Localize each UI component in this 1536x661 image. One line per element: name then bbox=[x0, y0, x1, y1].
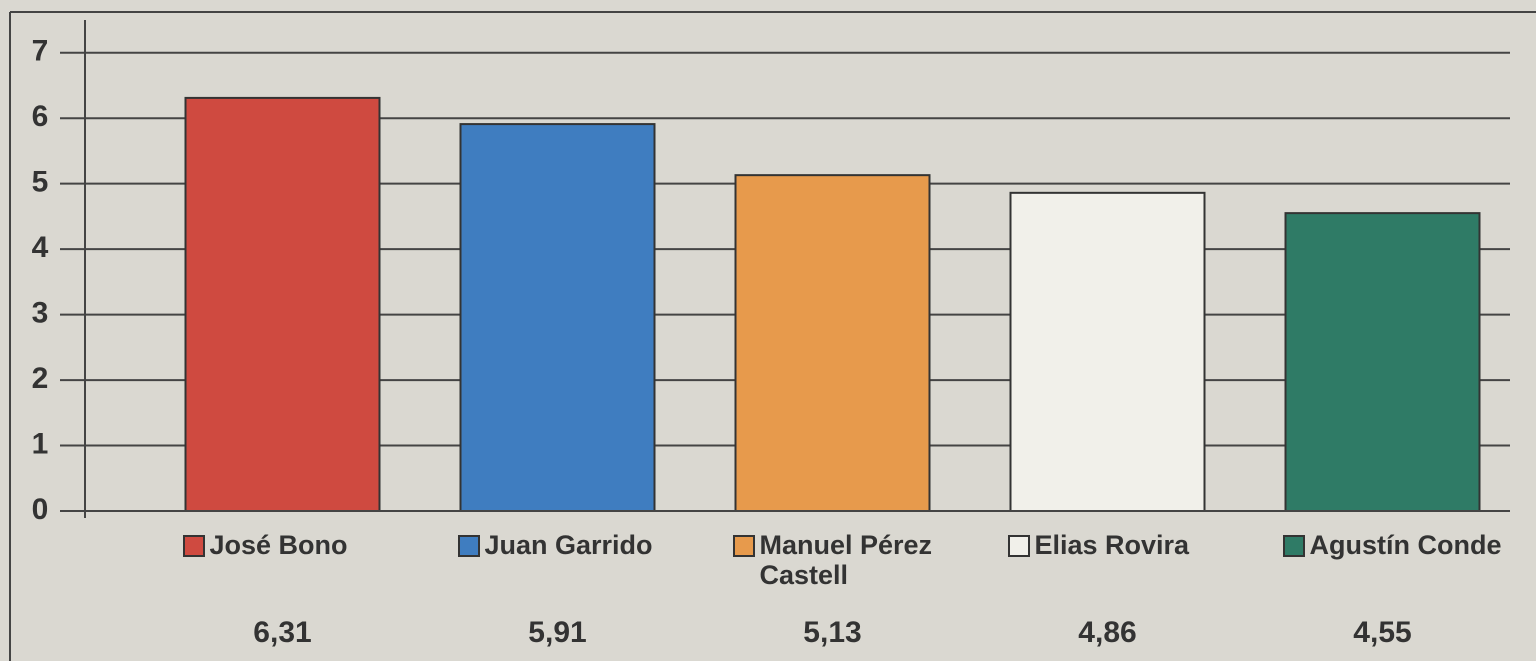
value-label: 5,91 bbox=[528, 616, 587, 649]
value-label: 5,13 bbox=[803, 616, 862, 649]
y-tick-label: 2 bbox=[32, 362, 49, 395]
legend-item: Juan Garrido bbox=[457, 530, 688, 560]
y-tick-label: 0 bbox=[32, 493, 49, 526]
y-tick-label: 5 bbox=[32, 166, 49, 199]
legend-label: Juan Garrido bbox=[484, 530, 653, 560]
legend-swatch bbox=[1282, 535, 1305, 557]
y-tick-label: 7 bbox=[32, 35, 49, 68]
legend-swatch bbox=[1007, 535, 1030, 557]
value-label: 6,31 bbox=[253, 616, 312, 649]
bar bbox=[184, 96, 381, 512]
y-tick-label: 3 bbox=[32, 297, 49, 330]
bar bbox=[459, 123, 656, 512]
legend-item: Agustín Conde bbox=[1282, 530, 1513, 560]
y-tick-label: 1 bbox=[32, 427, 49, 460]
y-tick-label: 6 bbox=[32, 100, 49, 133]
value-label: 4,55 bbox=[1353, 616, 1412, 649]
bar bbox=[1009, 191, 1206, 512]
bar bbox=[734, 174, 931, 512]
legend-swatch bbox=[182, 535, 205, 557]
y-tick-label: 4 bbox=[32, 231, 49, 264]
legend-swatch bbox=[457, 535, 480, 557]
bar bbox=[1284, 212, 1481, 512]
legend-label: Manuel Pérez Castell bbox=[759, 530, 933, 590]
legend-item: Elias Rovira bbox=[1007, 530, 1238, 560]
legend-label: Agustín Conde bbox=[1309, 530, 1502, 560]
legend-label: José Bono bbox=[209, 530, 348, 560]
legend-item: Manuel Pérez Castell bbox=[732, 530, 963, 590]
legend-item: José Bono bbox=[182, 530, 413, 560]
legend-swatch bbox=[732, 535, 755, 557]
value-label: 4,86 bbox=[1078, 616, 1137, 649]
legend-label: Elias Rovira bbox=[1034, 530, 1190, 560]
